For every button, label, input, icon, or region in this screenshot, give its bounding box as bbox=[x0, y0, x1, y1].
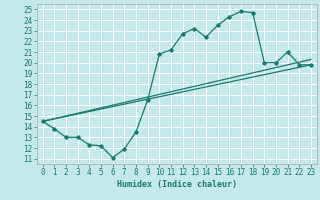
X-axis label: Humidex (Indice chaleur): Humidex (Indice chaleur) bbox=[117, 180, 237, 189]
